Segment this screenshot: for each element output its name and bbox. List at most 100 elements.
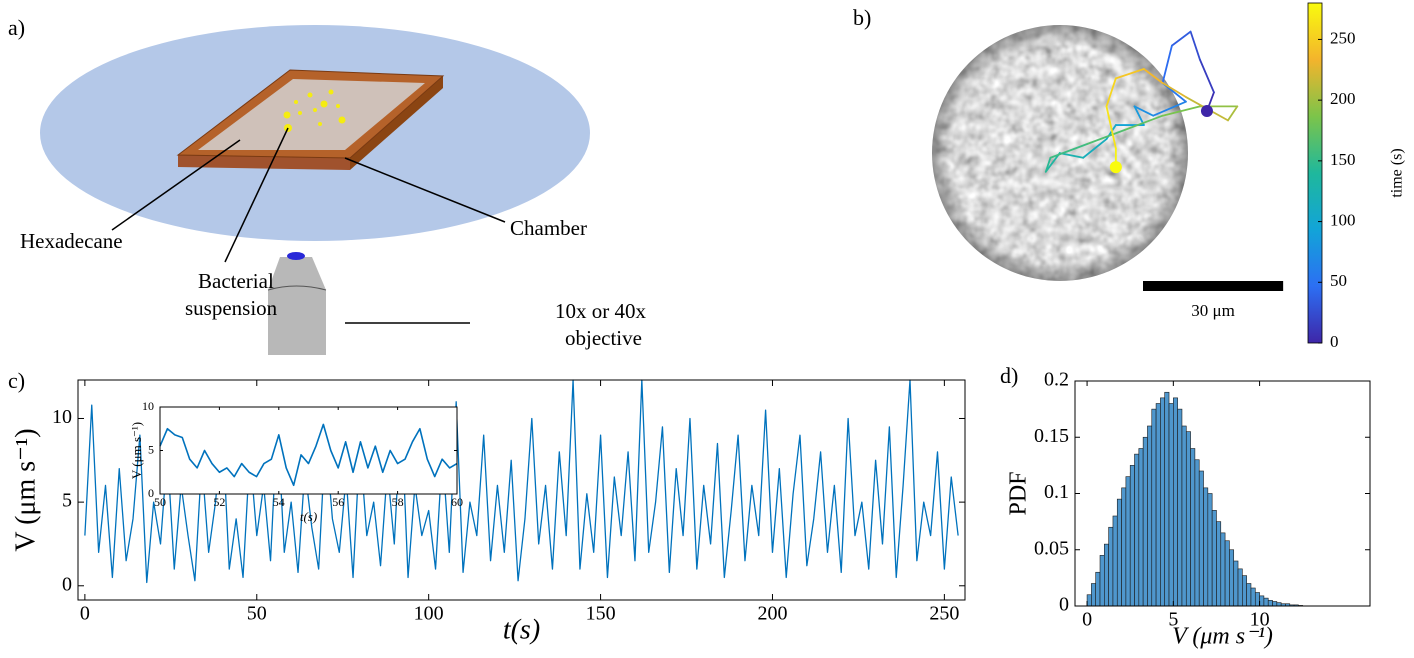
trajectory-segment	[1058, 152, 1085, 159]
colorbar-tick-label: 150	[1330, 150, 1356, 169]
trajectory-segment	[1171, 30, 1192, 47]
colorbar-tick-label: 0	[1330, 332, 1339, 351]
trajectory-segment	[1142, 68, 1164, 84]
histogram-bar	[1160, 397, 1166, 607]
series-line	[159, 423, 458, 487]
series-line	[84, 379, 959, 584]
histogram-bar	[1125, 476, 1131, 607]
objective-edge	[267, 285, 327, 291]
y-tick-label: 0.15	[1034, 425, 1069, 447]
histogram-bar	[1242, 575, 1247, 607]
histogram-bar	[1164, 391, 1170, 607]
trajectory-segment	[1044, 152, 1061, 173]
x-axis-label: t(s)	[300, 509, 317, 524]
objective	[268, 257, 326, 355]
histogram-bar	[1185, 431, 1191, 607]
histogram-bar	[1216, 521, 1222, 607]
histogram-bar	[1211, 510, 1217, 607]
trajectory-segment	[1133, 105, 1145, 126]
panel-label: d)	[1000, 363, 1018, 388]
histogram-bar	[1181, 425, 1187, 607]
x-tick-label: 5	[1168, 609, 1178, 631]
y-axis-label: V (μm s⁻¹)	[10, 428, 41, 551]
panel-label: c)	[8, 368, 25, 393]
trajectory-segment	[1114, 68, 1145, 80]
objective-lens	[287, 252, 305, 260]
bacteria	[283, 89, 346, 132]
label: Bacterial	[198, 269, 274, 293]
trajectory-endpoint	[1109, 161, 1122, 174]
y-axis-label: V (μm s⁻¹)	[129, 422, 144, 479]
histogram-bar	[1259, 595, 1265, 607]
y-tick-label: 0	[1059, 594, 1069, 616]
label: suspension	[185, 296, 278, 320]
x-axis-label: V (μm s⁻¹)	[1172, 624, 1273, 650]
trajectory-endpoint	[1200, 105, 1213, 118]
histogram-bar	[1104, 543, 1109, 607]
trajectory-segment	[1082, 138, 1108, 159]
histogram-bar	[1112, 515, 1118, 607]
histogram-bar	[1142, 436, 1148, 607]
histogram-bar	[1095, 571, 1101, 607]
colorbar	[1307, 2, 1323, 344]
trajectory-segment	[1199, 58, 1215, 94]
trajectory-segment	[1086, 128, 1127, 145]
y-axis-label: PDF	[1006, 471, 1032, 515]
histogram-bar	[1267, 600, 1273, 607]
histogram-bar	[1151, 408, 1157, 607]
trajectory-segment	[1189, 30, 1201, 61]
histogram-bar	[1263, 597, 1269, 607]
panel-label: b)	[853, 5, 871, 30]
histogram-bar	[1138, 448, 1144, 607]
x-tick-label: 56	[332, 495, 344, 509]
histogram-bar	[1220, 532, 1226, 607]
trajectory-segment	[1105, 77, 1117, 108]
histogram-bar	[1250, 587, 1256, 607]
histogram-bar	[1134, 453, 1140, 607]
x-tick-label: 58	[392, 495, 404, 509]
histogram-bar	[1086, 594, 1092, 607]
trajectory-segment	[1227, 105, 1239, 122]
y-tick-label: 0	[62, 573, 72, 595]
label: objective	[565, 326, 642, 350]
x-tick-label: 0	[1082, 609, 1092, 631]
x-tick-label: 200	[757, 603, 787, 625]
histogram-bar	[1121, 487, 1127, 607]
x-tick-label: 100	[414, 603, 444, 625]
trajectory-segment	[1161, 105, 1201, 117]
histogram-bar	[1155, 403, 1161, 607]
histogram-bar	[1091, 583, 1097, 607]
histogram-bar	[1276, 602, 1282, 607]
trajectory-segment	[1105, 105, 1117, 150]
histogram-bar	[1099, 555, 1105, 607]
histogram-bar	[1147, 425, 1153, 607]
histogram-bar	[1207, 493, 1213, 607]
trajectory-segment	[1049, 142, 1089, 159]
panel-label: a)	[8, 15, 25, 40]
trajectory-segment	[1161, 82, 1187, 98]
y-tick-label: 0	[148, 486, 154, 500]
trajectory-segment	[1044, 156, 1052, 173]
histogram-bar	[1116, 498, 1122, 607]
histogram-bar	[1129, 465, 1135, 607]
x-tick-label: 150	[586, 603, 616, 625]
histogram-bar	[1254, 592, 1260, 607]
leader-lines	[111, 127, 506, 324]
histogram-bar	[1224, 540, 1230, 607]
chamber-side	[178, 155, 350, 170]
histogram-bar	[1272, 601, 1278, 607]
histogram-bar	[1237, 568, 1243, 607]
histogram-bar	[1198, 470, 1204, 607]
colorbar-tick-label: 50	[1330, 271, 1347, 290]
x-tick-label: 50	[247, 603, 267, 625]
label: Hexadecane	[20, 229, 123, 253]
x-tick-label: 10	[1250, 609, 1270, 631]
y-tick-label: 0.2	[1044, 369, 1069, 391]
colorbar-label: time (s)	[1389, 148, 1406, 197]
histogram-bar	[1194, 459, 1200, 607]
chamber-interior	[198, 79, 425, 150]
label: 10x or 40x	[555, 299, 646, 323]
histogram-bar	[1246, 583, 1252, 607]
chamber-side	[350, 76, 443, 170]
